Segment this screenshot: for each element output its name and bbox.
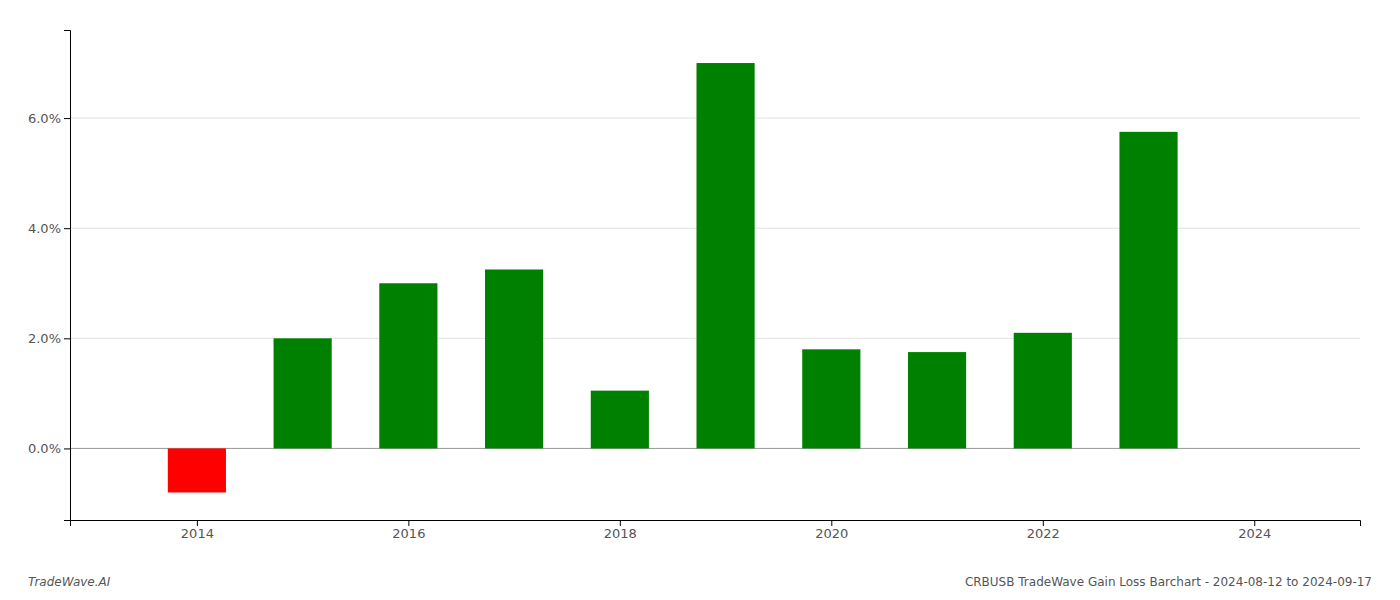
x-tick: 2022 <box>1027 520 1060 541</box>
x-tick-label: 2020 <box>815 526 848 541</box>
x-tick-label: 2018 <box>604 526 637 541</box>
chart-container: 0.0% 2.0% 4.0% 6.0% 2014 2016 2018 2020 2022 2024… <box>0 0 1400 600</box>
bar <box>591 391 649 449</box>
bar <box>1119 132 1177 449</box>
y-tick: 4.0% <box>28 221 70 236</box>
y-tick-label: 2.0% <box>28 331 61 346</box>
x-tick-label: 2016 <box>392 526 425 541</box>
bars <box>168 63 1178 492</box>
y-tick-label: 6.0% <box>28 111 61 126</box>
x-tick: 2014 <box>181 520 214 541</box>
x-tick-label: 2024 <box>1238 526 1271 541</box>
y-tick: 0.0% <box>28 441 70 456</box>
bar <box>168 448 226 492</box>
x-tick-mark <box>197 520 198 526</box>
plot-area: 0.0% 2.0% 4.0% 6.0% 2014 2016 2018 2020 2022 2024 <box>28 31 1361 542</box>
x-tick-mark <box>1043 520 1044 526</box>
y-tick-mark <box>64 118 70 119</box>
x-tick: 2016 <box>392 520 425 541</box>
x-tick-label: 2022 <box>1027 526 1060 541</box>
chart-svg: 0.0% 2.0% 4.0% 6.0% 2014 2016 2018 2020 2022 2024… <box>0 0 1400 600</box>
y-axis: 0.0% 2.0% 4.0% 6.0% <box>28 31 71 521</box>
y-tick: 2.0% <box>28 331 70 346</box>
y-tick-mark <box>64 338 70 339</box>
bar <box>379 283 437 448</box>
y-tick-label: 4.0% <box>28 221 61 236</box>
x-tick: 2024 <box>1238 520 1271 541</box>
bar <box>485 269 543 448</box>
footer-right: CRBUSB TradeWave Gain Loss Barchart - 20… <box>965 575 1372 589</box>
y-tick: 6.0% <box>28 111 70 126</box>
x-tick-label: 2014 <box>181 526 214 541</box>
footer-left: TradeWave.AI <box>28 575 111 589</box>
bar <box>908 352 966 448</box>
x-tick-mark <box>408 520 409 526</box>
x-tick: 2018 <box>604 520 637 541</box>
y-tick-mark <box>64 448 70 449</box>
bar <box>802 349 860 448</box>
x-axis-line <box>71 521 1361 527</box>
x-tick: 2020 <box>815 520 848 541</box>
x-axis: 2014 2016 2018 2020 2022 2024 <box>71 520 1361 541</box>
bar <box>696 63 754 448</box>
x-tick-mark <box>1254 520 1255 526</box>
y-tick-mark <box>64 228 70 229</box>
y-axis-line <box>64 31 71 521</box>
bar <box>1014 333 1072 449</box>
x-tick-mark <box>831 520 832 526</box>
x-tick-mark <box>620 520 621 526</box>
y-tick-label: 0.0% <box>28 441 61 456</box>
bar <box>274 338 332 448</box>
